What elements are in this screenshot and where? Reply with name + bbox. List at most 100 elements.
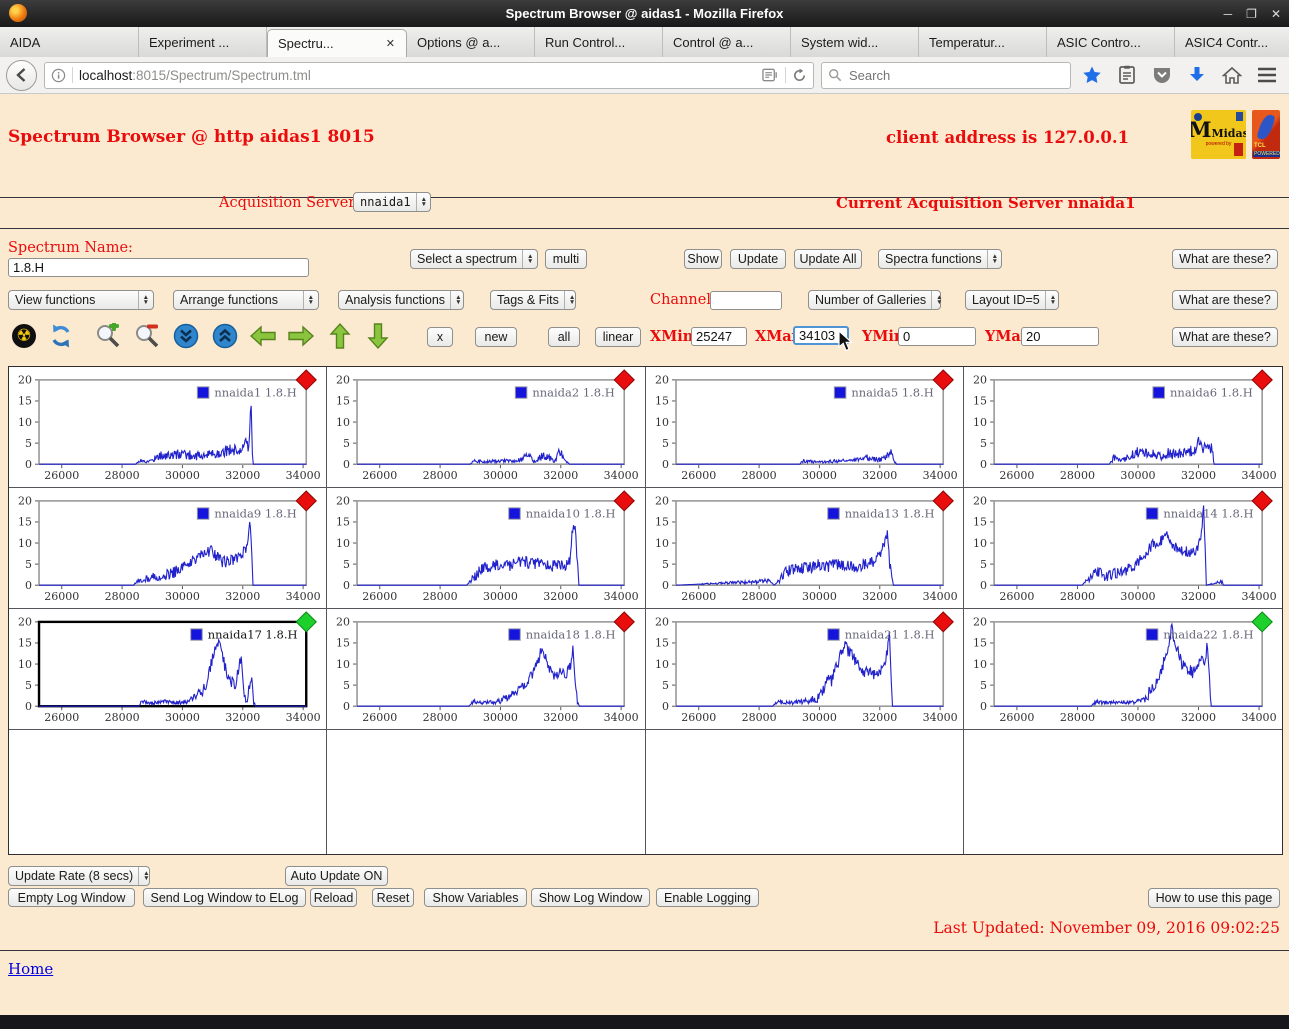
scroll-down-icon[interactable] [172,322,200,350]
home-link[interactable]: Home [8,960,53,978]
tab-experiment[interactable]: Experiment ... [139,27,267,57]
maximize-button[interactable]: ❐ [1246,7,1257,21]
svg-text:20: 20 [18,374,32,387]
spectra-functions-select[interactable]: Spectra functions▲▼ [878,249,1002,269]
x-button[interactable]: x [427,327,453,347]
all-button[interactable]: all [548,327,580,347]
search-box[interactable] [821,62,1071,89]
search-input[interactable] [847,67,1064,84]
tab-close-icon[interactable]: ✕ [385,37,396,50]
layout-id-select[interactable]: Layout ID=5▲▼ [965,290,1059,310]
gallery-cell-nnaida14[interactable]: 051015202600028000300003200034000nnaida1… [964,488,1282,609]
radiation-icon[interactable]: ☢ [10,322,38,350]
reload-button[interactable]: Reload [310,888,357,907]
tab-options-a[interactable]: Options @ a... [407,27,535,57]
gallery-cell-nnaida22[interactable]: 051015202600028000300003200034000nnaida2… [964,609,1282,730]
send-log-window-to-elog-button[interactable]: Send Log Window to ELog [143,888,306,907]
minimize-button[interactable]: ─ [1224,7,1233,21]
view-functions-select[interactable]: View functions▲▼ [8,290,154,310]
status-diamond-marker [933,491,953,511]
xmin-input[interactable] [691,327,747,346]
gallery-cell-nnaida21[interactable]: 051015202600028000300003200034000nnaida2… [646,609,964,730]
tab-control-a[interactable]: Control @ a... [663,27,791,57]
menu-hamburger-icon[interactable] [1253,62,1281,88]
tab-run-control[interactable]: Run Control... [535,27,663,57]
update-button[interactable]: Update [730,249,786,269]
svg-text:28000: 28000 [105,469,140,482]
refresh-icon[interactable] [47,322,75,350]
close-button[interactable]: ✕ [1271,7,1281,21]
zoom-out-icon[interactable] [133,322,161,350]
gallery-cell-nnaida18[interactable]: 051015202600028000300003200034000nnaida1… [327,609,645,730]
enable-logging-button[interactable]: Enable Logging [656,888,759,907]
tab-spectru[interactable]: Spectru...✕ [267,29,407,57]
gallery-cell-nnaida2[interactable]: 051015202600028000300003200034000nnaida2… [327,367,645,488]
show-button[interactable]: Show [684,249,722,269]
svg-text:28000: 28000 [741,469,776,482]
empty-log-window-button[interactable]: Empty Log Window [8,888,135,907]
gallery-cell-nnaida9[interactable]: 051015202600028000300003200034000nnaida9… [9,488,327,609]
reader-mode-icon[interactable] [762,68,779,82]
arrange-functions-select[interactable]: Arrange functions▲▼ [173,290,319,310]
tab-temperatur[interactable]: Temperatur... [919,27,1047,57]
select-a-spectrum-select[interactable]: Select a spectrum▲▼ [410,249,538,269]
downloads-icon[interactable] [1183,62,1211,88]
url-bar[interactable]: localhost:8015/Spectrum/Spectrum.tml [44,62,814,89]
gallery-cell-nnaida10[interactable]: 051015202600028000300003200034000nnaida1… [327,488,645,609]
svg-text:28000: 28000 [423,711,458,724]
gallery-cell-nnaida6[interactable]: 051015202600028000300003200034000nnaida6… [964,367,1282,488]
bookmarks-clipboard-icon[interactable] [1113,62,1141,88]
tab-asic4-contr[interactable]: ASIC4 Contr... [1175,27,1289,57]
pan-down-icon[interactable] [364,322,392,350]
update-all-button[interactable]: Update All [794,249,862,269]
url-text[interactable]: localhost:8015/Spectrum/Spectrum.tml [79,68,756,83]
gallery-cell-nnaida17[interactable]: 051015202600028000300003200034000nnaida1… [9,609,327,730]
xmax-input[interactable] [793,326,849,345]
what-are-these-button-3[interactable]: What are these? [1172,327,1278,347]
svg-text:34000: 34000 [922,590,957,603]
scroll-up-icon[interactable] [211,322,239,350]
tab-system-wid[interactable]: System wid... [791,27,919,57]
ymin-input[interactable] [898,327,976,346]
home-icon[interactable] [1218,62,1246,88]
spectrum-chart: 051015202600028000300003200034000nnaida1… [646,488,963,608]
back-button[interactable] [6,60,37,91]
pan-up-icon[interactable] [326,322,354,350]
show-variables-button[interactable]: Show Variables [424,888,527,907]
auto-update-button[interactable]: Auto Update ON [285,866,388,886]
gallery-cell-nnaida13[interactable]: 051015202600028000300003200034000nnaida1… [646,488,964,609]
pan-right-icon[interactable] [287,322,315,350]
pocket-icon[interactable] [1148,62,1176,88]
spectrum-name-input[interactable] [8,258,309,277]
acquisition-servers-label: Acquisition Servers [219,195,363,211]
tab-asic-contro[interactable]: ASIC Contro... [1047,27,1175,57]
what-are-these-button-2[interactable]: What are these? [1172,290,1278,310]
analysis-functions-select[interactable]: Analysis functions▲▼ [338,290,464,310]
how-to-use-button[interactable]: How to use this page [1148,888,1280,908]
gallery-cell-nnaida1[interactable]: 051015202600028000300003200034000nnaida1… [9,367,327,488]
show-log-window-button[interactable]: Show Log Window [531,888,650,907]
what-are-these-button-1[interactable]: What are these? [1172,249,1278,269]
tab-aida[interactable]: AIDA [0,27,139,57]
reset-button[interactable]: Reset [372,888,414,907]
midas-logo[interactable]: MMidas powered by [1191,110,1246,159]
update-rate-select[interactable]: Update Rate (8 secs)▲▼ [8,866,150,886]
svg-text:15: 15 [336,395,350,408]
tcl-logo[interactable]: TCL POWERED [1252,110,1280,159]
acquisition-server-select[interactable]: nnaida1 ▲▼ [353,192,431,212]
last-updated-text: Last Updated: November 09, 2016 09:02:25 [933,919,1280,937]
multi-button[interactable]: multi [545,249,587,269]
tags-and-fits-select[interactable]: Tags & Fits▲▼ [490,290,576,310]
bookmark-star-icon[interactable] [1078,62,1106,88]
pan-left-icon[interactable] [249,322,277,350]
number-of-galleries-select[interactable]: Number of Galleries▲▼ [808,290,941,310]
channel-input[interactable] [710,291,782,310]
reload-icon[interactable] [792,68,807,83]
svg-text:28000: 28000 [423,590,458,603]
linear-button[interactable]: linear [595,327,641,347]
new-button[interactable]: new [475,327,517,347]
svg-text:0: 0 [662,458,669,471]
zoom-in-icon[interactable] [94,322,122,350]
gallery-cell-nnaida5[interactable]: 051015202600028000300003200034000nnaida5… [646,367,964,488]
ymax-input[interactable] [1021,327,1099,346]
